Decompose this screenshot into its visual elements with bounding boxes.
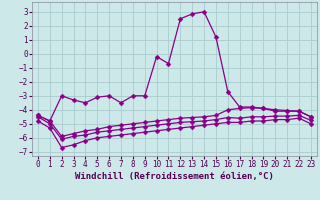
- X-axis label: Windchill (Refroidissement éolien,°C): Windchill (Refroidissement éolien,°C): [75, 172, 274, 181]
